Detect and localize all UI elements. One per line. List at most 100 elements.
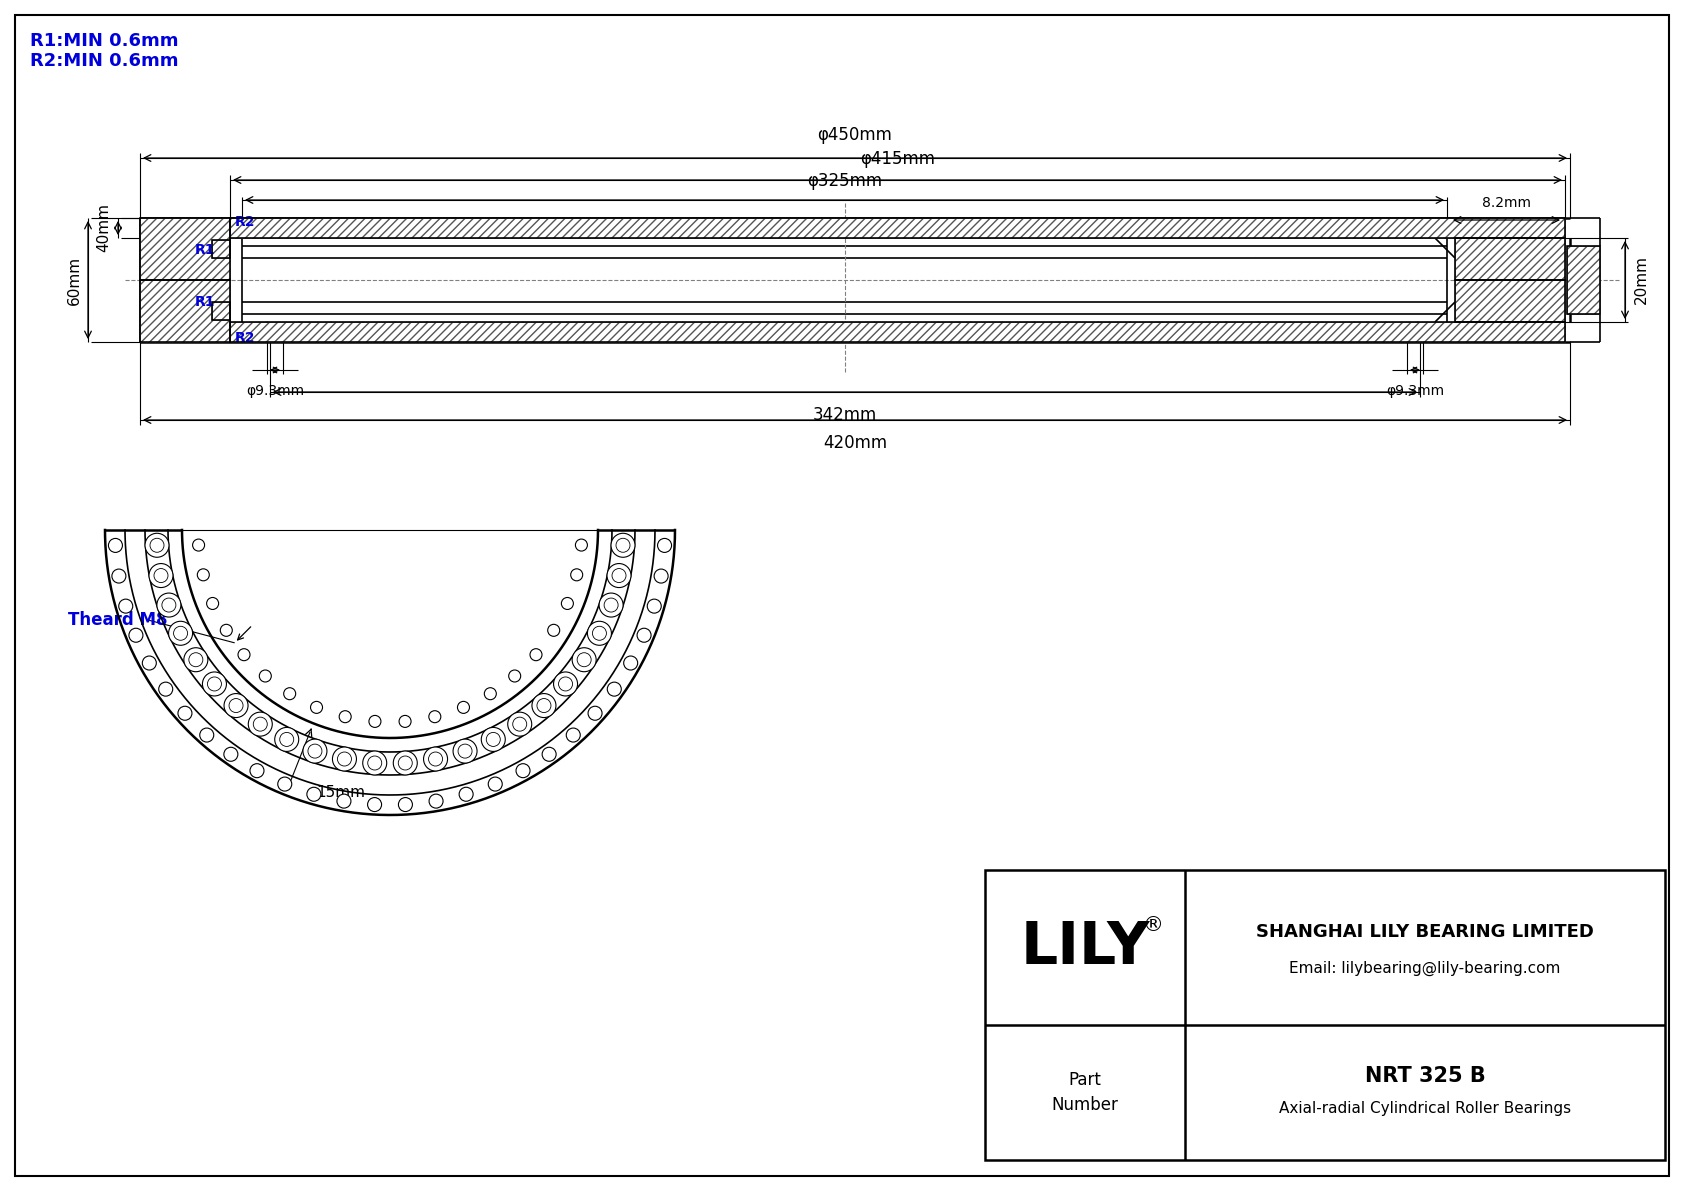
Circle shape [338,711,352,723]
Circle shape [460,787,473,802]
Text: φ415mm: φ415mm [861,150,935,168]
Circle shape [224,747,237,761]
Circle shape [623,656,638,671]
Circle shape [509,671,520,682]
Circle shape [278,777,291,791]
Bar [1568,247,1600,314]
Bar [140,280,231,342]
Circle shape [507,712,532,736]
Circle shape [542,747,556,761]
Bar [140,218,231,280]
Text: R1: R1 [195,295,216,308]
Text: ®: ® [1142,915,1164,935]
Circle shape [367,798,382,811]
Circle shape [532,693,556,717]
Circle shape [111,569,126,584]
Circle shape [576,540,588,551]
Circle shape [303,740,327,763]
Bar [985,869,1665,1160]
Circle shape [310,701,323,713]
Circle shape [637,628,652,642]
Circle shape [130,628,143,642]
Bar [231,218,1564,238]
Circle shape [120,599,133,613]
Text: 8.2mm: 8.2mm [1482,197,1531,210]
Circle shape [530,649,542,661]
Circle shape [429,794,443,809]
Circle shape [157,593,180,617]
Text: NRT 325 B: NRT 325 B [1364,1066,1485,1086]
Text: Email: lilybearing@lily-bearing.com: Email: lilybearing@lily-bearing.com [1290,960,1561,975]
Text: 20mm: 20mm [1633,256,1649,305]
Circle shape [600,593,623,617]
Text: R2: R2 [236,331,256,345]
Text: SHANGHAI LILY BEARING LIMITED: SHANGHAI LILY BEARING LIMITED [1256,923,1595,941]
Circle shape [362,752,387,775]
Circle shape [588,706,603,721]
Text: 420mm: 420mm [823,434,887,453]
Text: φ9.3mm: φ9.3mm [246,384,305,398]
Circle shape [202,672,226,696]
Text: φ9.3mm: φ9.3mm [1386,384,1445,398]
Circle shape [453,740,477,763]
Bar [231,218,1564,238]
Text: 40mm: 40mm [96,204,111,252]
Bar [212,241,231,258]
Bar [1455,238,1564,280]
Circle shape [197,569,209,581]
Circle shape [547,624,559,636]
Circle shape [143,656,157,671]
Circle shape [283,687,296,699]
Circle shape [184,648,207,672]
Circle shape [221,624,232,636]
Bar [1455,238,1564,280]
Circle shape [399,716,411,728]
Text: R2:MIN 0.6mm: R2:MIN 0.6mm [30,52,179,70]
Circle shape [306,787,322,802]
Circle shape [657,538,672,553]
Circle shape [237,649,249,661]
Circle shape [192,540,204,551]
Text: 60mm: 60mm [66,255,81,305]
Circle shape [259,671,271,682]
Circle shape [488,777,502,791]
Circle shape [458,701,470,713]
Circle shape [588,622,611,646]
Circle shape [485,687,497,699]
Bar [1455,280,1564,322]
Circle shape [653,569,669,584]
Text: R2: R2 [236,216,256,229]
Circle shape [224,693,248,717]
Circle shape [274,728,298,752]
Circle shape [249,763,264,778]
Circle shape [566,728,581,742]
Circle shape [337,794,350,809]
Circle shape [108,538,123,553]
Circle shape [399,798,413,811]
Circle shape [611,534,635,557]
Bar [212,303,231,320]
Circle shape [515,763,530,778]
Circle shape [158,682,173,696]
Circle shape [394,752,418,775]
Circle shape [145,534,168,557]
Circle shape [573,648,596,672]
Circle shape [248,712,273,736]
Text: R1:MIN 0.6mm: R1:MIN 0.6mm [30,32,179,50]
Circle shape [168,622,192,646]
Circle shape [179,706,192,721]
Text: 15mm: 15mm [317,785,365,800]
Bar [140,280,231,342]
Circle shape [608,682,621,696]
Circle shape [429,711,441,723]
Bar [231,322,1564,342]
Circle shape [200,728,214,742]
Circle shape [424,747,448,771]
Bar [212,303,231,320]
Text: R1: R1 [195,243,216,257]
Circle shape [369,716,381,728]
Circle shape [561,598,573,610]
Text: Part
Number: Part Number [1051,1071,1118,1114]
Text: φ450mm: φ450mm [817,126,893,144]
Text: Axial-radial Cylindrical Roller Bearings: Axial-radial Cylindrical Roller Bearings [1278,1100,1571,1116]
